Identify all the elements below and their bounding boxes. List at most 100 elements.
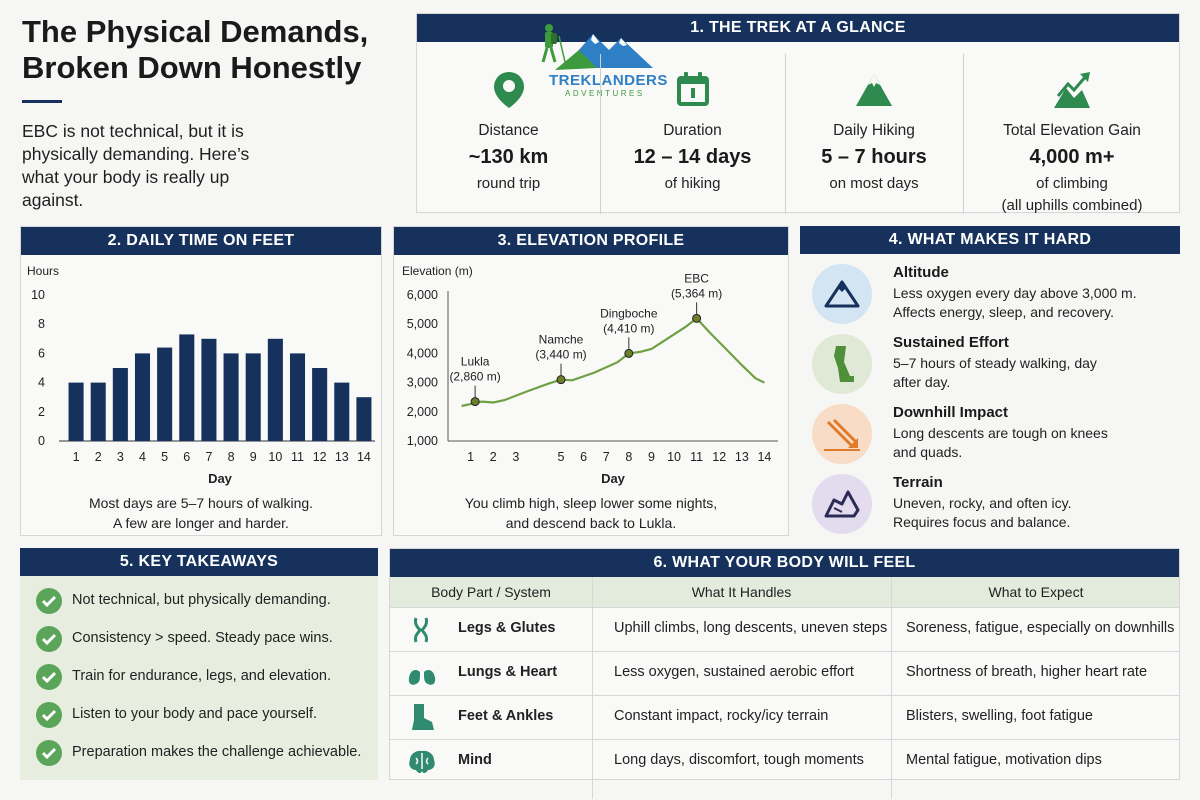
x-tick-label: 10 [268, 450, 282, 464]
x-tick-label: 11 [291, 450, 304, 464]
bar [267, 338, 283, 441]
mountain-icon [856, 74, 892, 106]
elevation-panel: 3. ELEVATION PROFILE Elevation (m) 1,000 2… [393, 226, 789, 536]
caption-line: and descend back to Lukla. [505, 515, 677, 531]
glance-label: Duration [663, 122, 722, 139]
x-tick-label: 14 [357, 450, 371, 464]
y-tick-label: 8 [38, 317, 45, 331]
annotation-elevation: (4,410 m) [603, 321, 654, 335]
glance-sub: of climbing (all uphills combined) [963, 173, 1181, 217]
logo-tagline: ADVENTURES [565, 89, 645, 98]
caption-line: You climb high, sleep lower some nights, [464, 495, 718, 511]
body-expect: Blisters, swelling, foot fatigue [906, 708, 1093, 724]
bar [312, 368, 328, 441]
annotation-elevation: (5,364 m) [671, 286, 722, 300]
intro-text: EBC is not technical, but it is physical… [22, 121, 250, 210]
page-title-line1: The Physical Demands, [22, 14, 369, 49]
page-title: The Physical Demands, Broken Down Honest… [22, 14, 368, 86]
body-handles: Uphill climbs, long descents, uneven ste… [614, 620, 888, 636]
hard-icon-bg [812, 474, 872, 534]
table-row: Legs & Glutes Uphill climbs, long descen… [390, 607, 1179, 651]
elevation-header: 3. ELEVATION PROFILE [394, 227, 788, 255]
hard-panel: 4. WHAT MAKES IT HARD Altitude Less oxyg… [800, 226, 1180, 536]
table-header: Body Part / System What It Handles What … [390, 577, 1179, 607]
check-icon [36, 702, 62, 728]
annotation-name: Lukla [461, 355, 490, 369]
glance-duration: Duration 12 – 14 days of hiking [600, 42, 785, 213]
y-axis-label: Elevation (m) [402, 264, 473, 278]
x-tick-label: 6 [183, 450, 190, 464]
hard-desc-line: after day. [893, 374, 951, 390]
annotation-point [556, 375, 566, 385]
altitude-mountain-icon [824, 280, 860, 308]
glance-elevation-gain: Total Elevation Gain 4,000 m+ of climbin… [963, 42, 1181, 214]
annotation-point [470, 397, 480, 407]
column-divider [891, 577, 892, 799]
glance-sub: of hiking [664, 175, 721, 192]
glance-panel: 1. THE TREK AT A GLANCE TREKLANDERS ADVE… [416, 13, 1181, 214]
x-tick-label: 1 [73, 450, 80, 464]
glance-header: 1. THE TREK AT A GLANCE [417, 14, 1179, 42]
bar [157, 347, 173, 441]
y-tick-label: 6,000 [407, 288, 438, 302]
check-icon [36, 588, 62, 614]
takeaway-text: Listen to your body and pace yourself. [72, 706, 318, 722]
glance-distance: Distance ~130 km round trip [417, 42, 600, 213]
calendar-icon [676, 72, 709, 106]
y-tick-label: 1,000 [407, 434, 438, 448]
hiker-mountain-logo-icon [541, 24, 653, 70]
x-tick-label: 14 [757, 450, 771, 464]
y-tick-label: 6 [38, 346, 45, 360]
x-tick-label: 9 [648, 450, 655, 464]
time-on-feet-panel: 2. DAILY TIME ON FEET Hours 0 2 4 6 8 10 1 2 3 4 5 6… [20, 226, 382, 536]
column-header: What It Handles [691, 584, 792, 600]
y-tick-label: 2,000 [407, 405, 438, 419]
takeaways-panel: 5. KEY TAKEAWAYS Not technical, but phys… [20, 548, 378, 780]
annotation-name: EBC [684, 271, 709, 285]
glance-value: 5 – 7 hours [821, 146, 927, 168]
hard-item-sustained-effort: Sustained Effort 5–7 hours of steady wal… [812, 334, 1182, 402]
y-tick-label: 3,000 [407, 376, 438, 390]
takeaway-text: Preparation makes the challenge achievab… [72, 744, 362, 760]
x-tick-label: 12 [313, 450, 327, 464]
takeaways-header: 5. KEY TAKEAWAYS [20, 548, 378, 576]
y-tick-label: 4,000 [407, 346, 438, 360]
hard-desc-line: Affects energy, sleep, and recovery. [893, 304, 1115, 320]
glance-label: Total Elevation Gain [1003, 122, 1141, 139]
column-header: Body Part / System [431, 584, 551, 600]
x-tick-label: 8 [228, 450, 235, 464]
bar [356, 397, 372, 441]
hard-icon-bg [812, 264, 872, 324]
bar [112, 368, 128, 441]
x-tick-label: 2 [95, 450, 102, 464]
hard-title: Sustained Effort [893, 334, 1009, 351]
hard-icon-bg [812, 334, 872, 394]
muscle-icon [414, 617, 428, 643]
body-part: Mind [458, 752, 492, 768]
hard-item-downhill-impact: Downhill Impact Long descents are tough … [812, 404, 1182, 472]
takeaway-text: Train for endurance, legs, and elevation… [72, 668, 332, 684]
body-expect: Soreness, fatigue, especially on downhil… [906, 620, 1175, 636]
x-tick-label: 7 [205, 450, 212, 464]
glance-sub-line: (all uphills combined) [1001, 197, 1143, 214]
glance-divider [600, 54, 601, 214]
y-tick-label: 2 [38, 405, 45, 419]
x-tick-label: 3 [512, 450, 519, 464]
body-part: Lungs & Heart [458, 664, 558, 680]
x-tick-label: 4 [139, 450, 146, 464]
y-tick-label: 5,000 [407, 317, 438, 331]
hard-item-altitude: Altitude Less oxygen every day above 3,0… [812, 264, 1182, 332]
bar [201, 338, 217, 441]
bar [334, 382, 350, 441]
title-divider [22, 100, 62, 103]
elevation-line-chart: Elevation (m) 1,000 2,000 3,000 4,000 5,000 6,… [402, 264, 778, 486]
x-tick-label: 2 [490, 450, 497, 464]
table-row: Mind Long days, discomfort, tough moment… [390, 739, 1179, 783]
hard-desc-line: Requires focus and balance. [893, 514, 1071, 530]
annotation-elevation: (2,860 m) [449, 370, 500, 384]
glance-label: Distance [478, 122, 539, 139]
x-tick-label: 8 [625, 450, 632, 464]
hard-desc: Long descents are tough on knees and qua… [893, 424, 1183, 462]
hard-icon-bg [812, 404, 872, 464]
